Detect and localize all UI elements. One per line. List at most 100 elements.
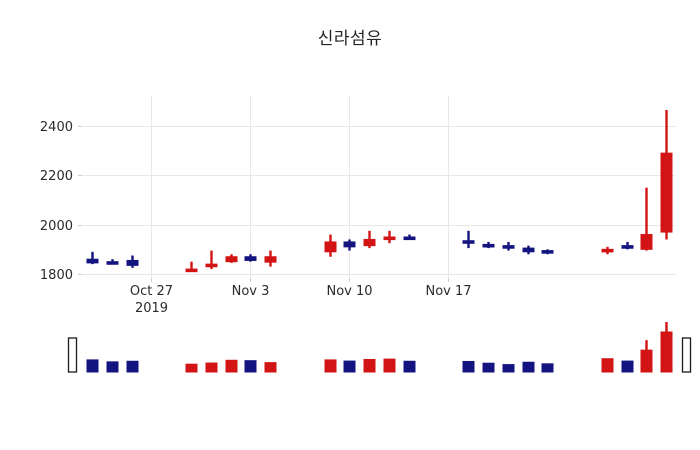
candlestick-body [264,256,277,263]
candlestick [403,234,416,241]
volume-bar [106,361,119,373]
volume-bar [541,363,554,373]
candlestick-series [86,109,673,273]
volume-bar [324,359,337,373]
candlestick [343,239,356,251]
volume-bar [343,360,356,373]
candlestick [522,245,535,255]
candlestick [383,230,396,244]
candlestick [205,250,218,270]
volume-bar [363,359,376,373]
candlestick-body [106,261,119,265]
chart-title: 신라섬유 [317,29,383,49]
volume-bar-body [660,331,673,373]
candlestick-body [403,236,416,241]
volume-bar [205,362,218,373]
volume-range-marker-right [681,337,692,373]
candlestick-body [205,263,218,268]
candlestick [86,251,99,265]
volume-bar-body [185,363,198,373]
candlestick-body [621,245,634,249]
candlestick [225,254,238,263]
volume-bar [264,362,277,373]
candlestick-body [482,243,495,248]
volume-bar-body [363,359,376,373]
y-tick-label: 1800 [40,268,73,283]
candlestick [541,249,554,255]
candlestick [324,234,337,257]
volume-range-marker-left [67,337,78,373]
volume-bar [640,340,653,373]
candlestick-body [126,259,139,266]
candlestick [185,261,198,273]
candlestick-body [343,241,356,248]
volume-bar-body [502,364,515,373]
volume-bar [660,322,673,373]
x-tick-label: 2019 [135,301,168,316]
volume-bar [403,360,416,373]
volume-bar [225,359,238,373]
volume-bar [522,361,535,373]
y-axis-ticks: 1800 2000 2200 2400 [40,120,82,283]
candlestick-body [640,234,653,250]
y-tick-label: 2000 [40,219,73,234]
candlestick [363,230,376,249]
candlestick-body [462,240,475,244]
volume-bar [482,362,495,373]
volume-bar-body [403,360,416,373]
volume-bar [86,359,99,373]
volume-bar-body [621,360,634,373]
candlestick [126,255,139,268]
volume-bar [383,358,396,373]
volume-bar-body [244,360,257,373]
candlestick-body [225,256,238,263]
x-tick-label: Nov 17 [425,284,471,299]
volume-bar-body [462,360,475,373]
volume-bar-body [225,359,238,373]
volume-bar-body [86,359,99,373]
candlestick [244,254,257,262]
candlestick [601,246,614,255]
candlestick [264,250,277,267]
volume-bar-body [541,363,554,373]
candlestick-body [522,247,535,253]
candlestick [502,241,515,251]
y-tick-label: 2200 [40,169,73,184]
x-tick-label: Nov 3 [232,284,270,299]
gridlines-group [82,126,676,275]
volume-bar-body [640,349,653,373]
volume-bar-body [324,359,337,373]
y-tick-label: 2400 [40,120,73,135]
candlestick [640,187,653,251]
volume-bar [462,360,475,373]
candlestick-body [383,236,396,241]
volume-series [67,322,692,373]
candlestick-body [86,258,99,264]
volume-bar-body [126,360,139,373]
x-tick-label: Nov 10 [326,284,372,299]
candlestick [462,230,475,249]
volume-bar-body [106,361,119,373]
volume-bar-body [522,361,535,373]
volume-bar-body [205,362,218,373]
candlestick [106,259,119,265]
candlestick [660,109,673,240]
vertical-gridlines-group [151,96,449,278]
volume-bar [244,360,257,373]
volume-bar-body [383,358,396,373]
candlestick-body [324,241,337,253]
volume-bar [601,358,614,373]
candlestick-body [541,250,554,254]
candlestick [621,241,634,250]
candlestick-body [244,256,257,261]
x-axis-ticks: Oct 27 2019 Nov 3 Nov 10 Nov 17 [130,278,472,316]
candlestick-body [601,248,614,253]
x-tick-label: Oct 27 [130,284,173,299]
volume-bar-body [343,360,356,373]
volume-bar-body [264,362,277,373]
candlestick-body [502,245,515,249]
volume-bar [185,363,198,373]
candlestick [482,241,495,249]
